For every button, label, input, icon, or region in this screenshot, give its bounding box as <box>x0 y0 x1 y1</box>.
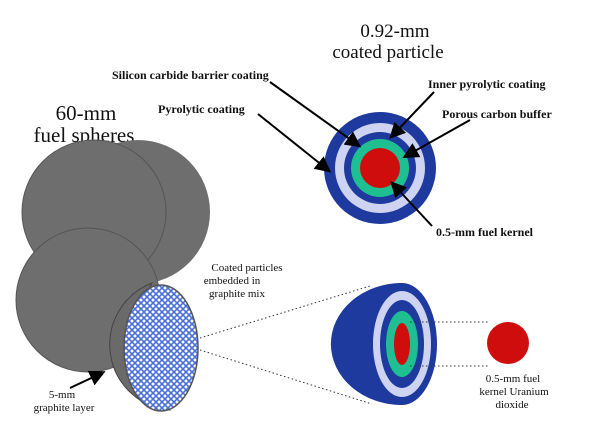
coated-particle-hemisphere <box>330 283 437 405</box>
label-pyrolytic: Pyrolytic coating <box>158 102 245 116</box>
label-graphite-line2: graphite layer <box>34 402 95 414</box>
hemisphere-face-kernel <box>394 323 410 365</box>
fuel-kernel <box>360 148 400 188</box>
arrow-sic <box>269 81 362 148</box>
label-graphite-line1: 5-mm <box>49 389 76 401</box>
callout-arrows <box>69 81 471 389</box>
cut-sphere-section <box>123 284 199 412</box>
label-uranium-line3: dioxide <box>496 399 529 411</box>
label-uranium-line1: 0.5-mm fuel <box>486 373 540 385</box>
coated-particle-rings <box>324 112 436 224</box>
label-coated-line1: Coated particles <box>211 262 282 274</box>
label-coated-line2: embedded in <box>204 275 261 287</box>
connector-lines <box>199 285 488 405</box>
fuel-spheres <box>15 139 210 412</box>
arrow-inner-pyrolytic <box>389 91 435 139</box>
particle-title-line2: coated particle <box>332 42 443 63</box>
particle-title-line1: 0.92-mm <box>360 21 429 42</box>
connector-cut-to-hemisphere-top <box>199 285 371 339</box>
label-porous-buffer: Porous carbon buffer <box>442 107 552 121</box>
label-fuel-kernel: 0.5-mm fuel kernel <box>436 225 534 239</box>
arrow-graphite-layer <box>69 370 106 389</box>
label-uranium-line2: kernel Uranium <box>479 386 549 398</box>
fuel-title-line1: 60-mm <box>56 101 117 125</box>
label-coated-line3: graphite mix <box>209 288 265 300</box>
arrow-kernel <box>390 181 433 227</box>
label-silicon-carbide: Silicon carbide barrier coating <box>112 68 269 82</box>
label-inner-pyrolytic: Inner pyrolytic coating <box>428 77 546 91</box>
arrow-buffer <box>402 119 471 158</box>
uranium-kernel <box>487 322 529 364</box>
arrow-pyrolytic <box>257 113 332 173</box>
